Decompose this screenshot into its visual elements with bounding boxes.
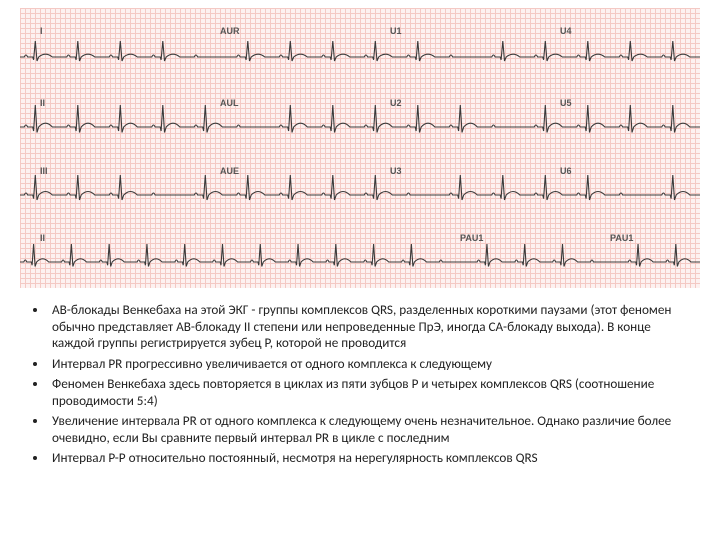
bullet-item: Феномен Венкебаха здесь повторяется в ци… xyxy=(48,376,690,409)
ecg-trace-row xyxy=(20,88,700,148)
ecg-trace-row xyxy=(20,223,700,283)
bullet-item: Интервал PR прогрессивно увеличивается о… xyxy=(48,356,690,373)
ecg-trace-row xyxy=(20,156,700,216)
ecg-trace-row xyxy=(20,18,700,78)
bullet-item: Интервал P-P относительно постоянный, не… xyxy=(48,450,690,467)
ecg-strip: IAURU1U4IIAULU2U5IIIAUEU3U6IIPAU1PAU1 xyxy=(20,8,700,288)
bullet-list: АВ-блокады Венкебаха на этой ЭКГ - групп… xyxy=(30,302,690,467)
bullet-item: Увеличение интервала PR от одного компле… xyxy=(48,413,690,446)
bullet-item: АВ-блокады Венкебаха на этой ЭКГ - групп… xyxy=(48,302,690,352)
